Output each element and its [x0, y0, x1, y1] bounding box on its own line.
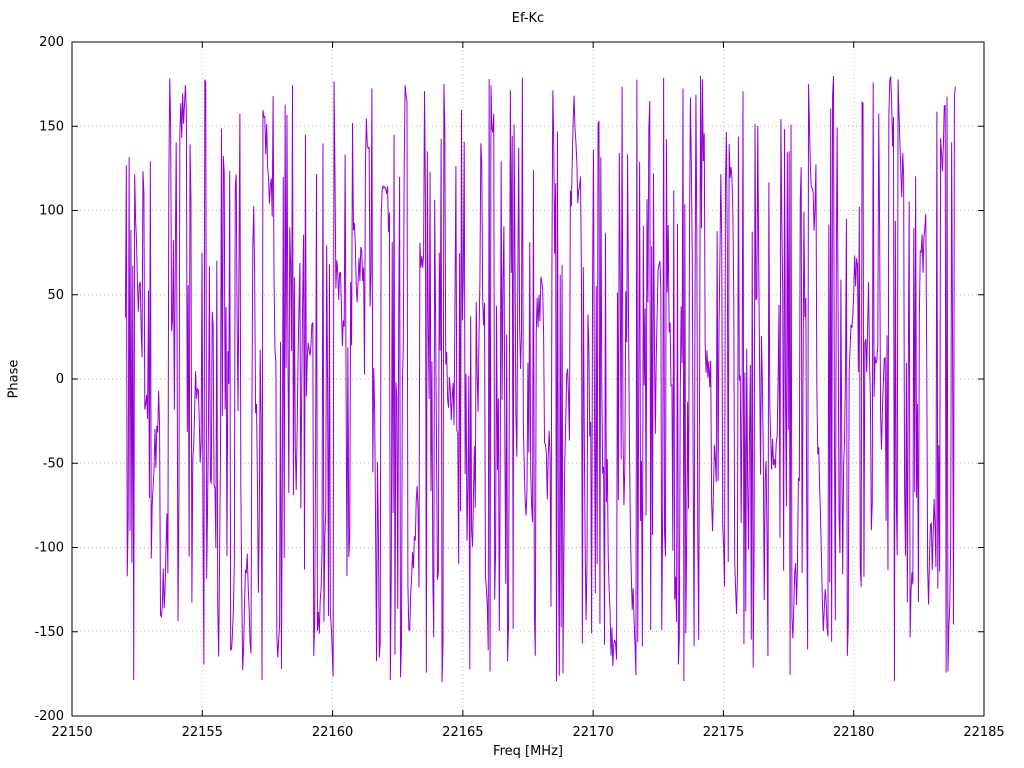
y-tick-label: 150 — [39, 119, 64, 134]
x-tick-label: 22155 — [182, 725, 223, 740]
y-tick-label: 50 — [47, 288, 64, 303]
y-tick-label: -200 — [34, 709, 64, 724]
y-tick-label: -150 — [34, 625, 64, 640]
y-tick-label: -100 — [34, 541, 64, 556]
x-tick-label: 22150 — [51, 725, 92, 740]
x-tick-label: 22160 — [312, 725, 353, 740]
phase-trace — [124, 75, 956, 683]
x-tick-label: 22180 — [833, 725, 874, 740]
x-tick-label: 22165 — [442, 725, 483, 740]
y-tick-label: 0 — [56, 372, 64, 387]
x-axis-label: Freq [MHz] — [493, 744, 563, 759]
x-tick-label: 22185 — [963, 725, 1004, 740]
y-tick-label: -50 — [43, 456, 64, 471]
y-tick-label: 100 — [39, 204, 64, 219]
chart-title: Ef-Kc — [511, 11, 545, 26]
x-tick-label: 22175 — [703, 725, 744, 740]
x-tick-label: 22170 — [572, 725, 613, 740]
y-tick-label: 200 — [39, 35, 64, 50]
